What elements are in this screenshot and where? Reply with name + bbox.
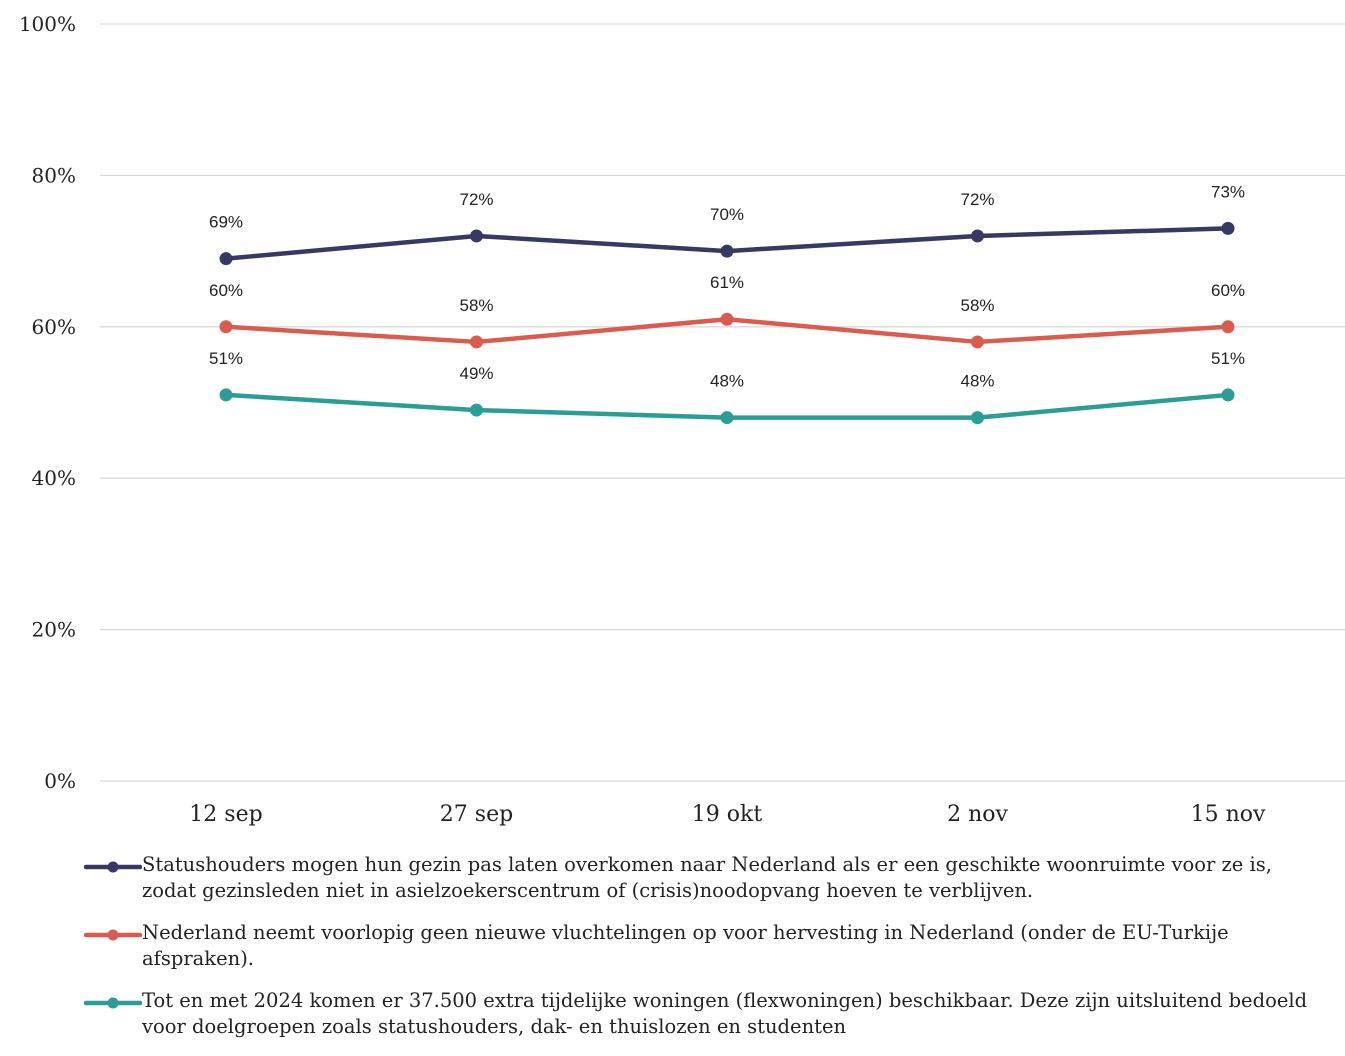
data-label-background [453,363,500,386]
data-label-background [203,347,249,370]
data-label-background [704,204,750,227]
legend: Statushouders mogen hun gezin pas laten … [84,852,1319,1056]
data-point [219,252,233,266]
data-label-background [954,188,1001,211]
data-point [720,411,734,425]
data-point [219,320,233,334]
legend-swatch [84,997,142,1009]
legend-swatch-marker [107,861,119,873]
data-label-background [704,272,750,295]
data-label: 61% [710,273,744,292]
y-axis: 0% 20% 40% 60% 80% 100% [19,12,76,793]
data-point [720,244,734,258]
data-label: 48% [960,372,994,391]
legend-swatch [84,861,142,873]
data-label-background [1205,347,1251,370]
legend-label: Statushouders mogen hun gezin pas laten … [142,853,1272,902]
data-label: 51% [1211,349,1245,368]
y-tick-label: 80% [32,163,76,187]
data-label: 72% [960,190,994,209]
data-label: 49% [459,364,493,383]
data-label-background [1205,279,1251,302]
data-label-background [954,294,1001,317]
data-point [470,229,483,243]
data-point [971,335,984,349]
data-label: 60% [1211,281,1245,300]
series-lines [219,221,1235,425]
legend-label: Nederland neemt voorlopig geen nieuwe vl… [142,921,1229,970]
data-point [470,403,483,417]
data-label: 73% [1211,182,1245,201]
data-point [1221,221,1235,235]
legend-swatch [84,929,142,941]
x-axis: 12 sep 27 sep 19 okt 2 nov 15 nov [189,802,1266,827]
data-label-background [954,370,1001,393]
legend-item: Nederland neemt voorlopig geen nieuwe vl… [84,920,1319,972]
data-point [971,411,984,425]
data-point [720,312,734,326]
x-tick-label: 27 sep [440,802,513,827]
legend-swatch-marker [107,929,119,941]
data-point [971,229,984,243]
legend-item: Tot en met 2024 komen er 37.500 extra ti… [84,988,1319,1040]
data-label-background [453,294,500,317]
data-label-background [453,188,500,211]
data-label-background [1205,181,1251,204]
y-tick-label: 100% [19,12,76,36]
data-label: 48% [710,372,744,391]
data-labels: 69% 72% 70% 72% 73% 60% 58% 61% 58% 60% 51% 49% 48% 4… [203,181,1251,393]
gridlines [100,23,1345,782]
data-point [1221,320,1235,334]
x-tick-label: 15 nov [1191,802,1266,827]
data-label: 51% [209,349,243,368]
data-point [470,335,483,349]
line-chart: 0% 20% 40% 60% 80% 100% 12 sep 27 sep 19 okt 2 n… [19,12,1345,827]
y-tick-label: 40% [32,466,76,490]
data-label: 60% [209,281,243,300]
data-label-background [203,211,249,234]
x-tick-label: 19 okt [692,802,763,827]
y-tick-label: 20% [32,618,76,642]
legend-swatch-marker [107,997,119,1009]
data-label-background [704,370,750,393]
data-label: 69% [209,213,243,232]
data-label: 58% [459,296,493,315]
y-tick-label: 60% [32,315,76,339]
x-tick-label: 12 sep [189,802,262,827]
data-label: 58% [960,296,994,315]
y-tick-label: 0% [44,769,76,793]
data-label-background [203,279,249,302]
legend-item: Statushouders mogen hun gezin pas laten … [84,852,1319,904]
data-label: 72% [459,190,493,209]
legend-label: Tot en met 2024 komen er 37.500 extra ti… [142,989,1308,1038]
data-label: 70% [710,205,744,224]
x-tick-label: 2 nov [947,802,1008,827]
data-point [1221,388,1235,402]
data-point [219,388,233,402]
